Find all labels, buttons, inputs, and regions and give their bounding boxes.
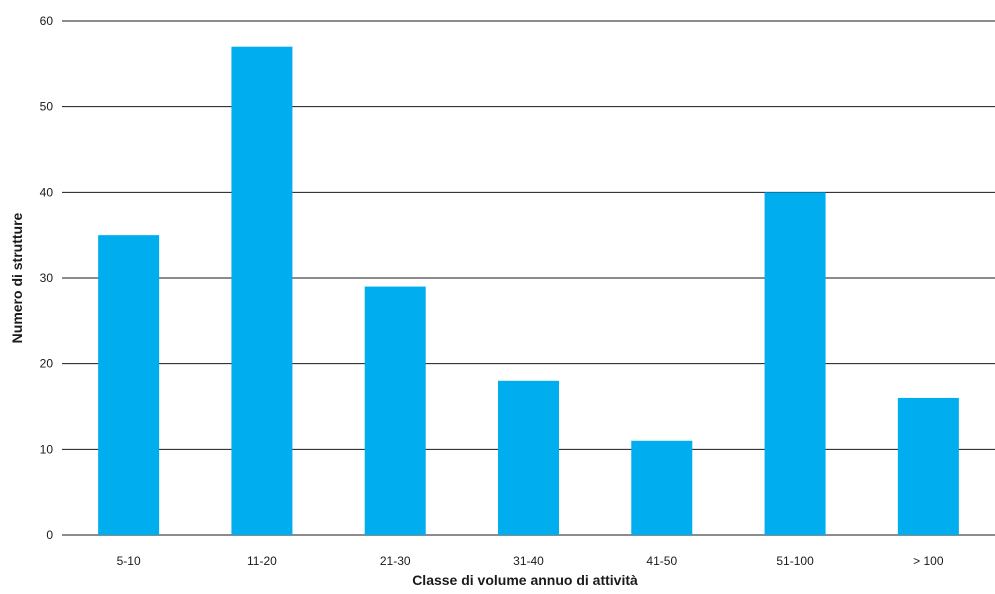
bar-51-100 — [764, 192, 826, 536]
x-tick-label: 11-20 — [247, 554, 277, 568]
y-tick-label: 60 — [40, 14, 54, 28]
y-tick-label: 20 — [40, 357, 54, 371]
y-gridlines — [62, 20, 995, 536]
y-tick-labels: 0 10 20 30 40 50 60 — [40, 14, 54, 542]
x-tick-label: 21-30 — [380, 554, 411, 568]
x-tick-labels: 5-10 11-20 21-30 31-40 41-50 51-100 > 100 — [117, 554, 944, 568]
bars — [98, 46, 959, 536]
y-tick-label: 40 — [40, 185, 54, 199]
bar-11-20 — [231, 46, 293, 535]
x-tick-label: 41-50 — [646, 554, 677, 568]
y-tick-label: 10 — [40, 442, 54, 456]
bar-31-40 — [498, 380, 559, 535]
bar-21-30 — [364, 286, 426, 535]
y-tick-label: 0 — [46, 528, 53, 542]
bar-41-50 — [631, 440, 693, 535]
x-tick-label: 51-100 — [776, 554, 814, 568]
bar-5-10 — [98, 235, 160, 535]
x-tick-label: 31-40 — [513, 554, 544, 568]
bar-100 — [897, 397, 959, 535]
x-axis-title: Classe di volume annuo di attività — [412, 572, 638, 588]
y-tick-label: 50 — [40, 100, 54, 114]
x-tick-label: 5-10 — [117, 554, 141, 568]
y-tick-label: 30 — [40, 271, 54, 285]
y-axis-title: Numero di strutture — [9, 212, 25, 343]
x-tick-label: > 100 — [913, 554, 944, 568]
